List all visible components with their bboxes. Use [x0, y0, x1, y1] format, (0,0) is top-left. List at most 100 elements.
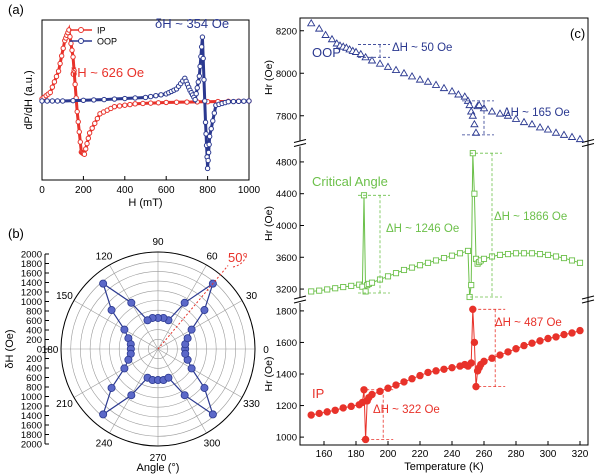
ip-point: [400, 378, 408, 386]
ip-point: [331, 406, 339, 414]
panel-c-ytick-label: 4800: [276, 157, 297, 168]
critical-angle-point: [348, 282, 355, 289]
axis-break-mark: [581, 295, 595, 300]
panel-a-point: [206, 133, 213, 140]
panel-c-xlabel: Temperature (K): [404, 461, 483, 473]
polar-angle-label: 240: [96, 439, 113, 450]
panel-a-point: [204, 165, 211, 172]
ip-point: [448, 363, 456, 372]
ip-point: [392, 381, 400, 389]
critical-angle-point: [504, 251, 512, 258]
polar-radial-tick-label: 600: [26, 373, 42, 384]
critical-angle-point: [440, 255, 448, 262]
ip-point: [576, 326, 584, 335]
panel-a-point: [49, 98, 56, 104]
panel-a-point: [71, 67, 77, 74]
panel-c-ytick-label: 1000: [276, 433, 297, 444]
legend-ip-marker: [78, 27, 84, 33]
polar-radial-tick-label: 1400: [21, 278, 42, 289]
panel-a-ip-annotation: δH ~ 626 Oe: [70, 65, 144, 80]
critical-angle-point: [448, 252, 456, 259]
legend-oop-marker: [78, 38, 84, 44]
polar-50deg-label: 50°: [228, 250, 248, 265]
critical-angle-point: [324, 286, 331, 293]
panel-c-ytick-label: 4000: [276, 221, 297, 232]
panel-c-frame: [299, 17, 589, 446]
polar-angle-label: 60: [206, 251, 218, 262]
panel-c-xtick-label: 160: [316, 449, 333, 460]
panel-b-label: (b): [8, 226, 24, 241]
critical-angle-point: [536, 251, 544, 258]
polar-angle-label: 0: [263, 345, 269, 356]
panel-c-series-line: [311, 23, 580, 139]
oop-point: [415, 75, 425, 83]
oop-point: [559, 130, 569, 138]
panel-a-point: [241, 98, 247, 104]
panel-a-point: [132, 95, 138, 101]
ip-point: [384, 384, 392, 392]
axis-break-mark: [293, 143, 307, 147]
panel-c-xtick-label: 180: [348, 449, 365, 460]
panel-a-point: [67, 34, 73, 40]
polar-grid-spoke: [109, 348, 159, 434]
polar-grid-spoke: [157, 348, 243, 398]
polar-angle-label: 300: [204, 439, 221, 450]
polar-grid-spoke: [157, 348, 207, 434]
ip-point: [368, 390, 376, 399]
legend-ip-label: IP: [97, 26, 106, 36]
panel-a-point: [58, 53, 65, 59]
panel-c-ytick-label: 3200: [276, 285, 297, 296]
polar-angle-label: 120: [96, 251, 113, 262]
panel-c-ytick-label: 1800: [276, 306, 297, 317]
panel-c-xtick-label: 220: [412, 449, 429, 460]
panel-a-point: [91, 97, 97, 103]
panel-c-ytick-label: 1400: [276, 370, 297, 381]
panel-c-ytick-label: 8000: [276, 69, 297, 80]
oop-point: [391, 65, 401, 74]
critical-angle-point: [544, 251, 552, 258]
polar-point: [181, 349, 190, 358]
panel-a-point: [75, 119, 81, 125]
polar-radial-tick-label: 1800: [21, 430, 42, 441]
polar-grid-spoke: [157, 300, 243, 350]
panel-c-ytick-label: 1200: [276, 401, 297, 412]
panel-a-point: [70, 97, 76, 104]
panel-c-ytick-label: 7800: [276, 111, 297, 122]
ip-point: [536, 337, 544, 345]
panel-a-point: [147, 100, 154, 106]
oop-point: [447, 86, 457, 95]
ip-point: [496, 351, 504, 359]
panel-a-point: [195, 79, 201, 85]
panel-a-point: [211, 110, 218, 116]
oop-point: [575, 134, 585, 143]
panel-a-point: [208, 125, 214, 132]
delta-h-annotation: ΔH ~ 487 Oe: [495, 317, 562, 329]
ip-point: [544, 334, 552, 343]
polar-angle-label: 180: [42, 345, 59, 356]
panel-a-point: [246, 98, 252, 104]
panel-a-point: [206, 141, 212, 148]
panel-a-point: [155, 100, 162, 106]
ip-point: [432, 367, 440, 375]
polar-point: [120, 325, 129, 334]
panel-a-point: [230, 98, 237, 105]
axis-break-mark: [293, 295, 307, 300]
axis-break-gap: [297, 297, 303, 303]
panel-a-point: [51, 79, 58, 85]
panel-a-point: [83, 146, 89, 152]
critical-angle-point: [480, 255, 488, 262]
delta-h-annotation: ΔH ~ 1866 Oe: [494, 211, 567, 223]
polar-angle-label: 210: [56, 399, 73, 410]
polar-point: [183, 334, 192, 343]
critical-angle-point: [316, 287, 323, 294]
panel-a-xlabel: H (mT): [128, 197, 162, 209]
panel-a-oop-annotation: δH ~ 354 Oe: [155, 16, 229, 31]
ip-point: [504, 348, 512, 356]
polar-radial-tick-label: 1600: [21, 269, 42, 280]
polar-point: [200, 306, 209, 315]
panel-a-point: [57, 60, 63, 67]
panel-a-point: [122, 95, 128, 102]
oop-point: [519, 117, 529, 126]
polar-radial-tick-label: 2000: [21, 250, 42, 261]
